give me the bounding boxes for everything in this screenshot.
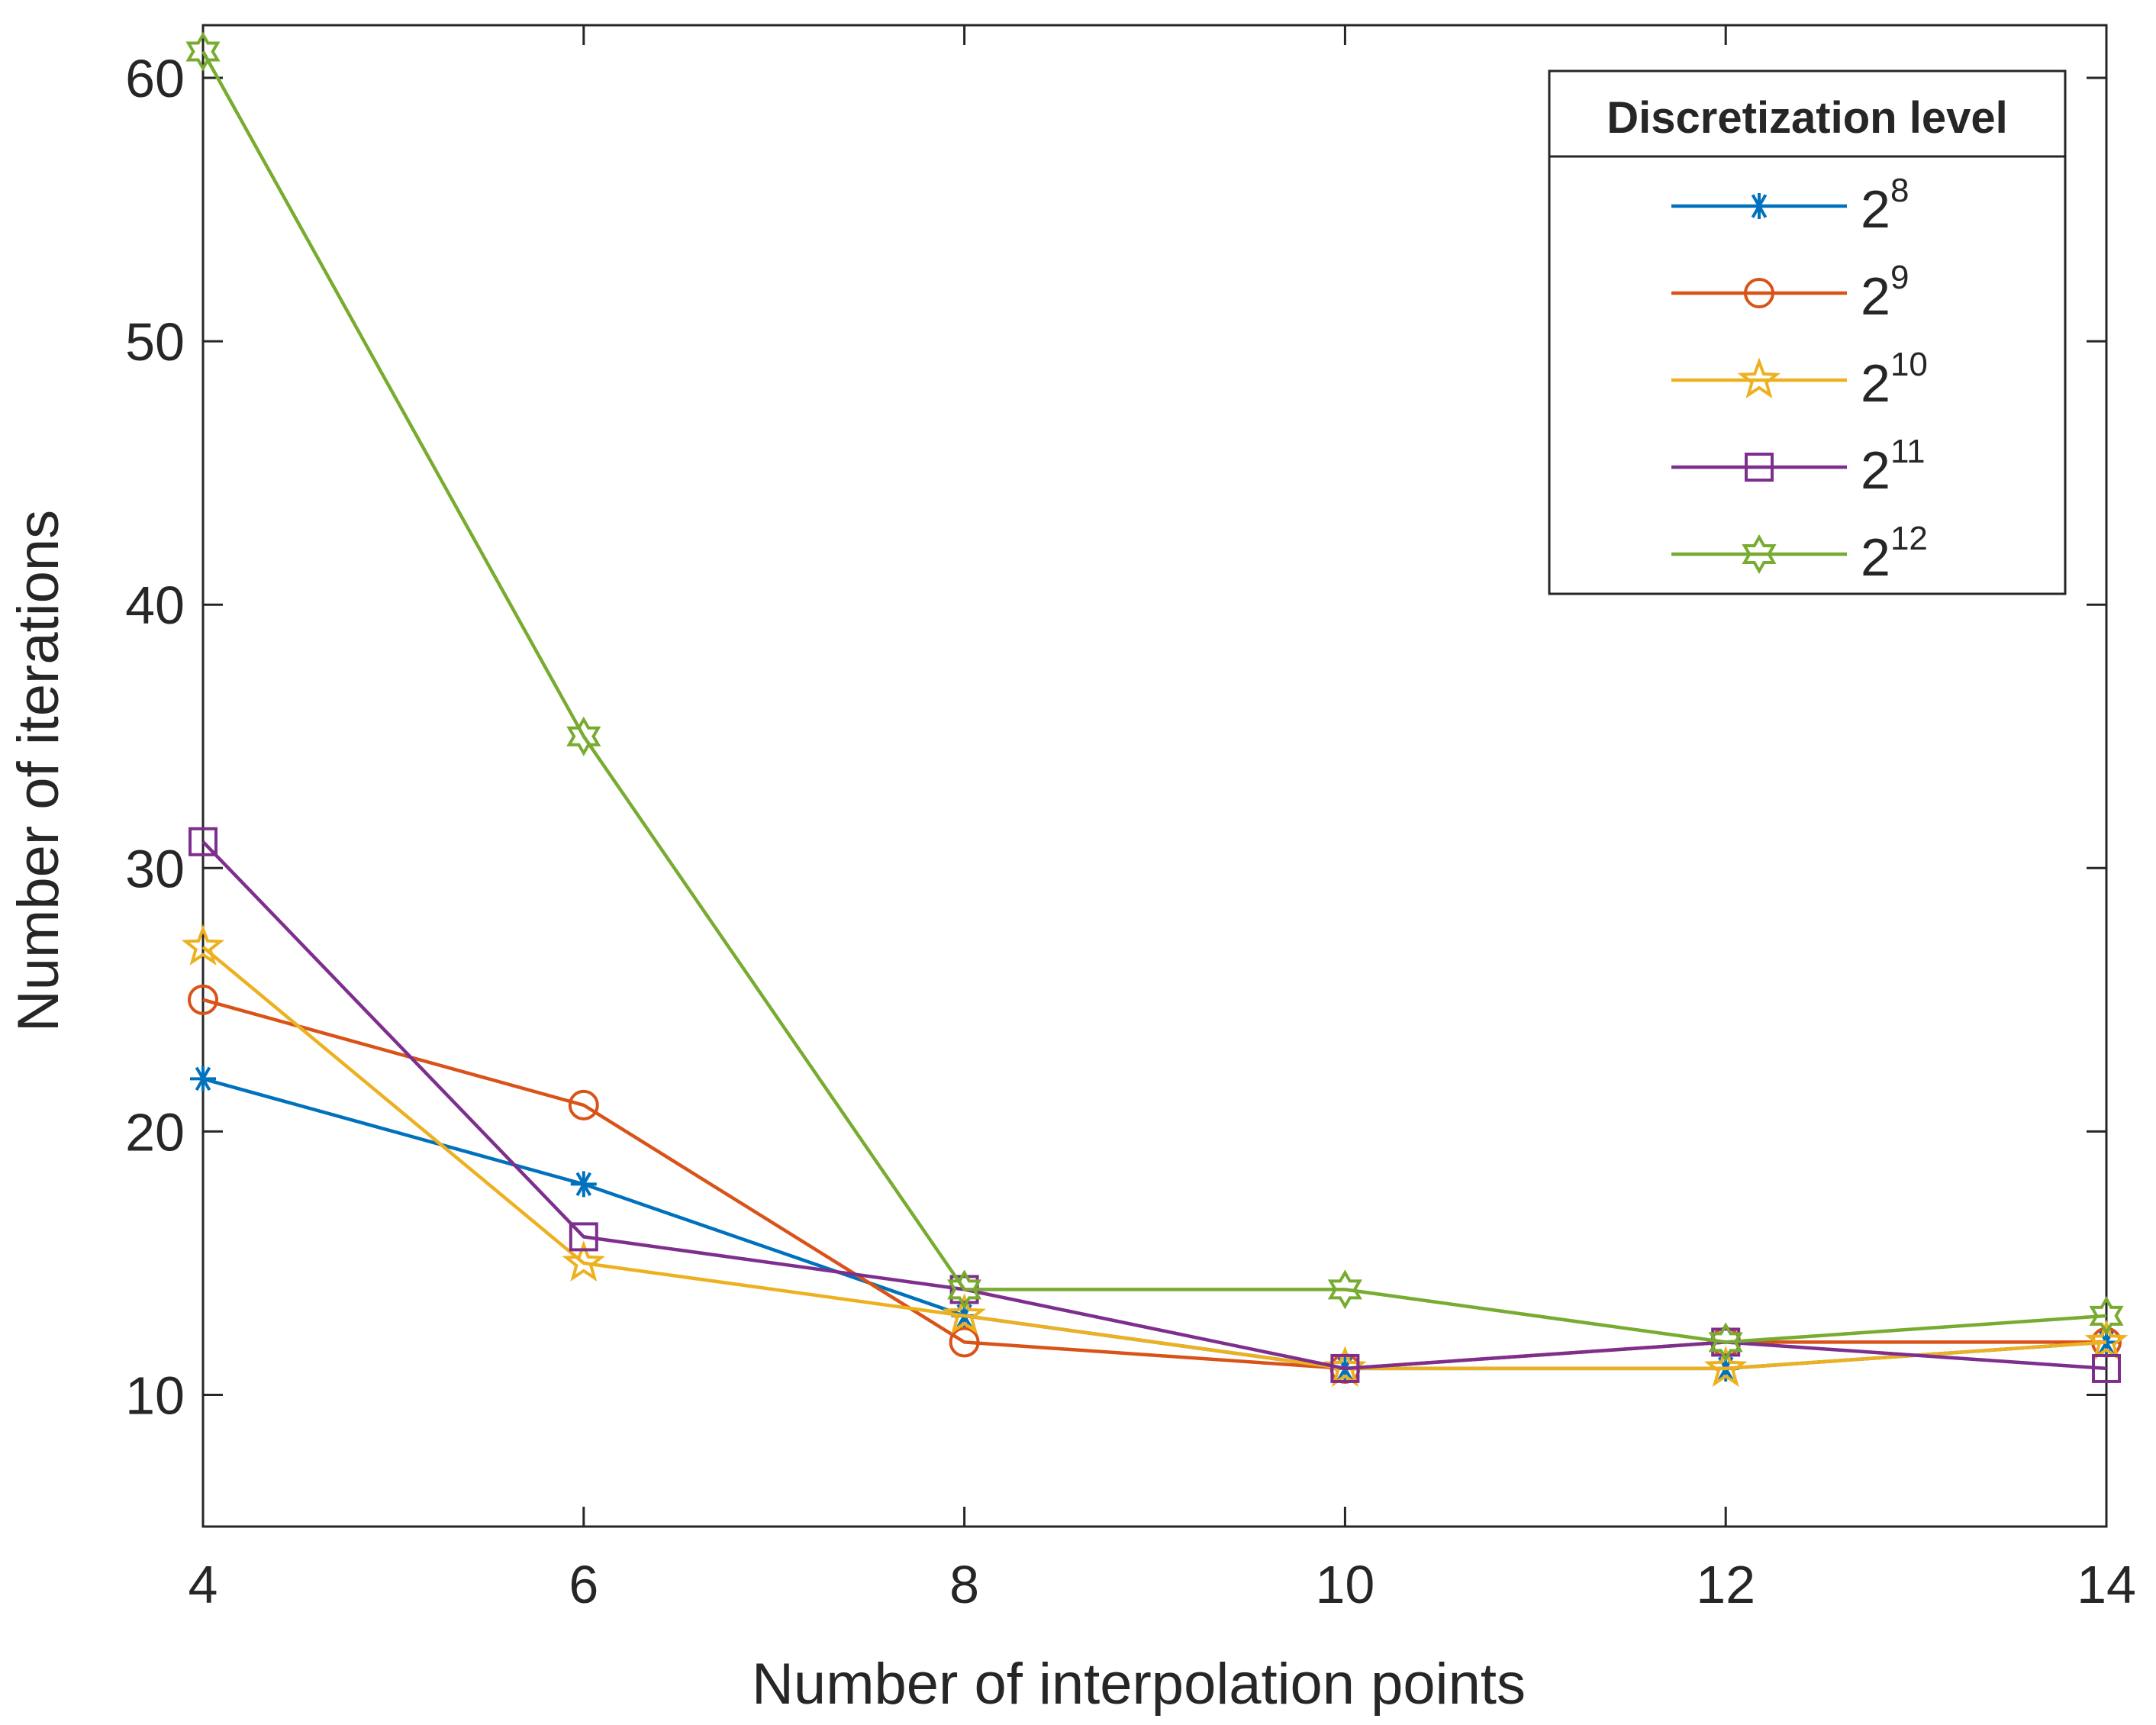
data-point [1708, 1322, 1743, 1362]
y-tick-label: 10 [125, 1365, 185, 1425]
data-point [190, 1066, 216, 1092]
legend-marker [1742, 534, 1777, 575]
data-point [2089, 1295, 2124, 1336]
data-point [181, 924, 225, 966]
legend-item: 210 [1671, 346, 1928, 413]
series-line [201, 840, 2107, 1371]
legend-label: 212 [1861, 520, 1928, 587]
legend-marker [1737, 357, 1781, 399]
x-tick-label: 8 [949, 1555, 979, 1614]
series-layer [181, 31, 2129, 1388]
legend-marker [1744, 278, 1774, 308]
legend-label: 28 [1861, 172, 1909, 239]
x-tick-label: 14 [2077, 1555, 2136, 1614]
data-point [949, 1327, 980, 1358]
data-point [570, 1171, 597, 1198]
plot-frame [201, 24, 2108, 1528]
data-point [188, 984, 218, 1015]
data-point [566, 716, 601, 756]
data-point [189, 827, 218, 856]
y-tick-label: 30 [125, 839, 185, 898]
y-tick-label: 20 [125, 1102, 185, 1162]
y-axis-title: Number of iterations [6, 510, 71, 1032]
series-line [201, 50, 2107, 1344]
data-point [185, 31, 221, 72]
data-point [1703, 1346, 1748, 1388]
legend-title: Discretization level [1607, 93, 2007, 143]
legend: Discretization level 28 29 210 211 212 [1548, 69, 2067, 595]
x-axis: 4 6 8 10 12 14 [189, 25, 2136, 1614]
series-2^11 [189, 827, 2121, 1383]
legend-label: 211 [1861, 433, 1926, 500]
legend-item: 212 [1671, 520, 1928, 587]
y-tick-label: 40 [125, 576, 185, 635]
y-tick-label: 60 [125, 49, 185, 108]
legend-marker [1745, 453, 1774, 482]
legend-item: 29 [1671, 259, 1909, 326]
data-point [943, 1293, 986, 1334]
legend-label: 29 [1861, 259, 1909, 326]
plot-area [201, 24, 2108, 1528]
x-axis-title: Number of interpolation points [752, 1652, 1526, 1717]
x-tick-label: 12 [1696, 1555, 1755, 1614]
series-2^12 [185, 31, 2124, 1362]
x-tick-label: 6 [569, 1555, 598, 1614]
legend-item: 28 [1671, 172, 1909, 239]
data-point [568, 1089, 599, 1120]
legend-item: 211 [1671, 433, 1926, 500]
legend-items: 28 29 210 211 212 [1671, 172, 1928, 587]
series-2^9 [188, 984, 2122, 1384]
series-line [202, 1077, 2107, 1371]
y-axis: 10 20 30 40 50 60 [125, 49, 2106, 1425]
data-point [2092, 1353, 2121, 1383]
data-point [947, 1269, 982, 1310]
legend-label: 210 [1861, 346, 1928, 413]
data-point [569, 1222, 598, 1252]
data-point [2084, 1319, 2129, 1361]
data-point [1330, 1353, 1360, 1383]
y-tick-label: 50 [125, 312, 185, 372]
data-point [1327, 1269, 1362, 1310]
data-point [562, 1240, 606, 1282]
x-tick-label: 4 [189, 1555, 218, 1614]
x-tick-label: 10 [1315, 1555, 1374, 1614]
legend-box [1548, 69, 2067, 595]
series-line [202, 998, 2106, 1371]
legend-marker [1746, 193, 1772, 219]
series-line [201, 946, 2107, 1371]
